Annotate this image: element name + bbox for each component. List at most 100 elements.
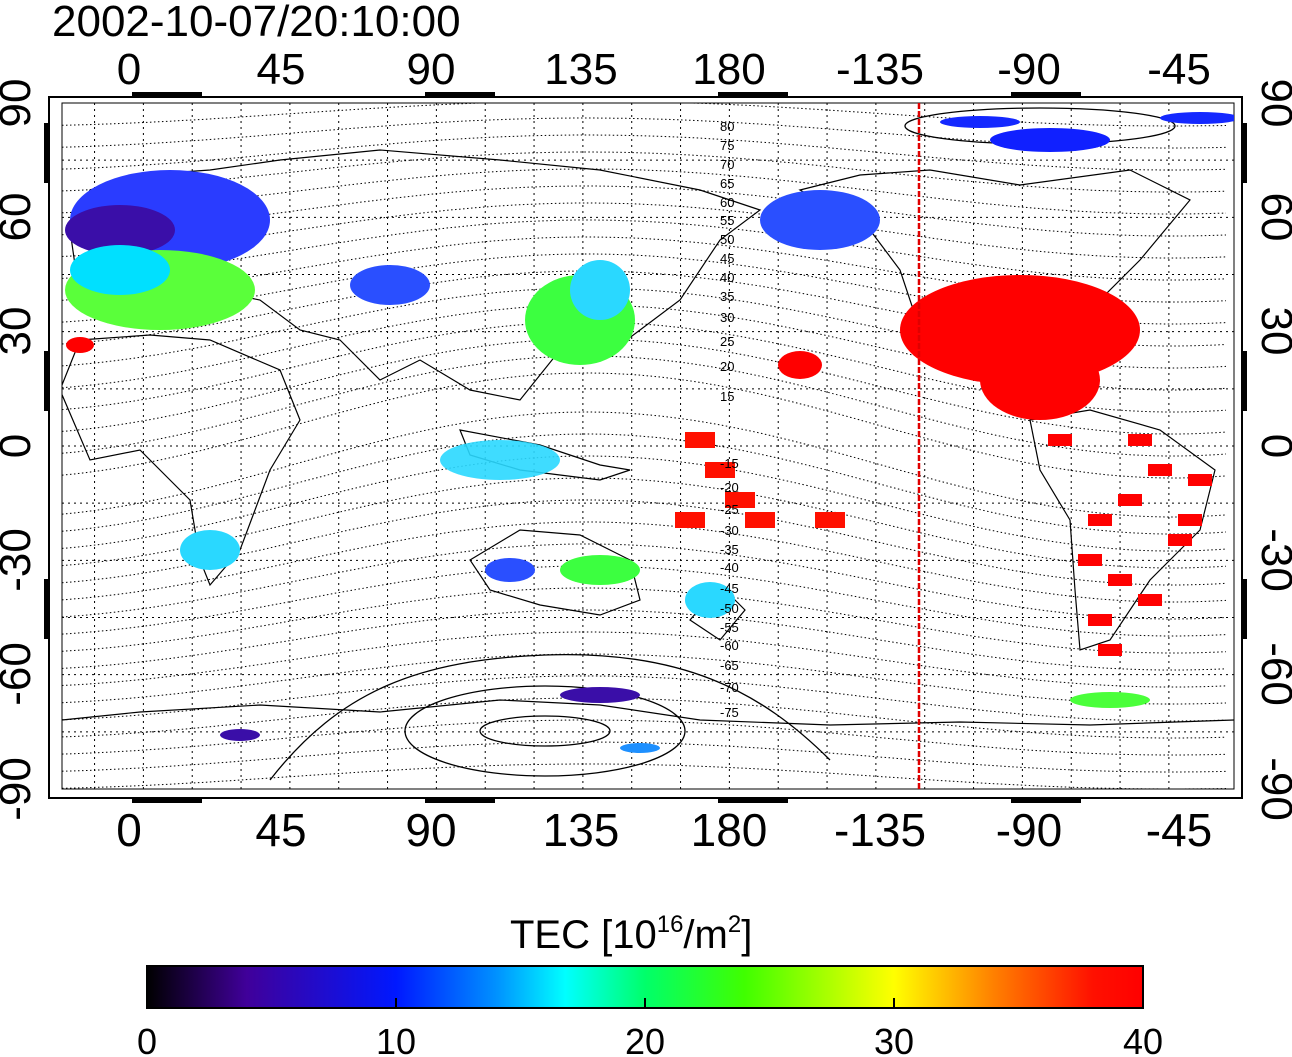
magnetic-latitude-label: 35 bbox=[720, 289, 734, 304]
magnetic-latitude-label: -50 bbox=[720, 601, 739, 616]
colorbar-tick-label: 20 bbox=[625, 1021, 665, 1057]
magnetic-latitude-label: 20 bbox=[720, 359, 734, 374]
longitude-label: -45 bbox=[1146, 804, 1212, 856]
tec-patch bbox=[675, 512, 705, 528]
tec-patch bbox=[1118, 494, 1142, 506]
tec-patch bbox=[705, 462, 735, 478]
tec-patch bbox=[1108, 574, 1132, 586]
map-panel: 80 75 70 65 60 55 50 45 40 35 30 25 20 15 -15 -20 -25 -30… bbox=[0, 45, 1292, 856]
colorbar-tick-label: 0 bbox=[137, 1021, 157, 1057]
magnetic-latitude-label: -45 bbox=[720, 581, 739, 596]
left-axis-bar bbox=[44, 123, 49, 183]
magnetic-latitude-label: -65 bbox=[720, 658, 739, 673]
magnetic-contour bbox=[62, 521, 1227, 603]
left-axis-bar bbox=[44, 579, 49, 639]
longitude-label: -135 bbox=[836, 45, 924, 94]
colorbar-ticks: 0 10 20 30 40 bbox=[137, 998, 1163, 1057]
top-axis-bar bbox=[1011, 92, 1081, 97]
colorbar-title: TEC [1016/m2] bbox=[510, 911, 752, 957]
longitude-label: -90 bbox=[997, 45, 1061, 94]
latitude-label: -90 bbox=[1252, 757, 1292, 821]
magnetic-latitude-label: -60 bbox=[720, 638, 739, 653]
magnetic-contour bbox=[62, 697, 1227, 739]
magnetic-contour bbox=[62, 321, 1227, 413]
magnetic-contour bbox=[62, 168, 1227, 215]
left-axis-bar bbox=[44, 351, 49, 411]
longitude-label: 180 bbox=[691, 804, 768, 856]
tec-patch bbox=[440, 440, 560, 480]
magnetic-latitude-label: -20 bbox=[720, 480, 739, 495]
top-axis-bar bbox=[132, 92, 202, 97]
latitude-label: -60 bbox=[1252, 642, 1292, 706]
coastline-path bbox=[1029, 409, 1216, 651]
tec-patch bbox=[1178, 514, 1202, 526]
colorbar-tick-label: 30 bbox=[874, 1021, 914, 1057]
tec-patch bbox=[1098, 644, 1122, 656]
magnetic-latitude-label: -25 bbox=[720, 502, 739, 517]
tec-patch bbox=[66, 337, 94, 353]
magnetic-contour bbox=[62, 653, 1227, 705]
longitude-label: -135 bbox=[834, 804, 926, 856]
tec-patch bbox=[725, 492, 755, 508]
magnetic-latitude-label: -70 bbox=[720, 680, 739, 695]
magnetic-contour bbox=[62, 477, 1227, 569]
longitude-label: 135 bbox=[544, 45, 617, 94]
magnetic-latitude-label: 55 bbox=[720, 213, 734, 228]
longitude-label: -45 bbox=[1147, 45, 1211, 94]
magnetic-contour bbox=[62, 455, 1227, 552]
tec-data-patches bbox=[65, 112, 1234, 753]
tec-patch bbox=[990, 128, 1110, 152]
magnetic-contour bbox=[62, 631, 1227, 688]
magnetic-contour bbox=[62, 499, 1227, 586]
magnetic-contour bbox=[62, 372, 1227, 479]
magnetic-latitude-label: -15 bbox=[720, 456, 739, 471]
tec-patch bbox=[685, 582, 735, 618]
magnetic-latitude-label: -55 bbox=[720, 620, 739, 635]
tec-patch bbox=[70, 245, 170, 295]
magnetic-latitude-label: 65 bbox=[720, 176, 734, 191]
colorbar: TEC [1016/m2] 0 10 20 30 40 bbox=[137, 911, 1163, 1057]
magnetic-latitude-label: -35 bbox=[720, 542, 739, 557]
tec-patch bbox=[1088, 614, 1112, 626]
tec-patch bbox=[1168, 534, 1192, 546]
magnetic-contour bbox=[62, 411, 1227, 518]
magnetic-latitude-label: 45 bbox=[720, 251, 734, 266]
magnetic-contour bbox=[62, 151, 1227, 193]
south-magnetic-pole-contour bbox=[269, 653, 831, 781]
right-axis-bar bbox=[1242, 351, 1247, 411]
tec-patch bbox=[1088, 514, 1112, 526]
tec-patch bbox=[1078, 554, 1102, 566]
tec-patch bbox=[570, 260, 630, 320]
tec-patch bbox=[685, 432, 715, 448]
latitude-label: 60 bbox=[1252, 193, 1292, 242]
magnetic-contour bbox=[62, 543, 1227, 620]
bottom-axis-bar bbox=[132, 798, 202, 803]
magnetic-contour bbox=[62, 219, 1227, 281]
magnetic-latitude-label: 80 bbox=[720, 119, 734, 134]
longitude-label: 0 bbox=[116, 804, 142, 856]
magnetic-contour bbox=[62, 287, 1227, 369]
magnetic-latitude-label: -30 bbox=[720, 523, 739, 538]
right-axis-bar bbox=[1242, 123, 1247, 183]
tec-patch bbox=[1138, 594, 1162, 606]
tec-patch bbox=[760, 190, 880, 250]
longitude-label: 0 bbox=[117, 45, 141, 94]
magnetic-latitude-label: -40 bbox=[720, 560, 739, 575]
colorbar-tick-label: 40 bbox=[1123, 1021, 1163, 1057]
tec-patch bbox=[620, 743, 660, 753]
magnetic-contour bbox=[62, 185, 1227, 237]
tec-patch bbox=[560, 555, 640, 585]
magnetic-latitude-label: 70 bbox=[720, 157, 734, 172]
bottom-axis-bar bbox=[718, 798, 788, 803]
south-magnetic-pole-contour bbox=[479, 715, 611, 747]
magnetic-contour bbox=[62, 433, 1227, 535]
magnetic-latitude-labels: 80 75 70 65 60 55 50 45 40 35 30 25 20 15 -15 -20 -25 -30… bbox=[720, 119, 739, 720]
magnetic-contour bbox=[62, 338, 1227, 435]
tec-patch bbox=[1048, 434, 1072, 446]
bottom-longitude-labels: 0 45 90 135 180 -135 -90 -45 bbox=[116, 804, 1212, 856]
coastline-path bbox=[62, 334, 301, 587]
magnetic-latitude-label: -75 bbox=[720, 705, 739, 720]
latitude-label: -60 bbox=[0, 642, 40, 706]
tec-patch bbox=[65, 205, 175, 255]
